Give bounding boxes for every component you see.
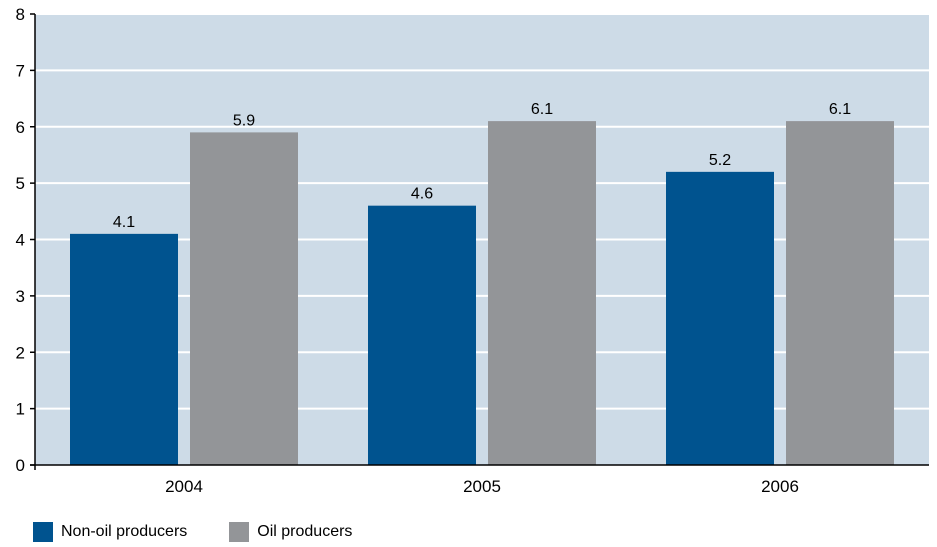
legend-item-oil: Oil producers: [229, 522, 352, 542]
y-tick-label: 5: [16, 174, 25, 193]
legend-item-non-oil: Non-oil producers: [33, 522, 187, 542]
data-label: 5.9: [233, 112, 255, 129]
bar-2005-series-0: [368, 205, 476, 466]
data-label: 5.2: [709, 152, 731, 169]
y-tick-label: 7: [16, 61, 25, 80]
x-tick-label: 2005: [463, 477, 501, 496]
data-labels: 4.1 5.9 4.6 6.1 5.2 6.1: [113, 101, 851, 231]
legend-swatch-oil: [229, 522, 250, 542]
data-label: 6.1: [829, 101, 851, 118]
x-tick-label: 2006: [761, 477, 799, 496]
legend-label-oil: Oil producers: [257, 523, 353, 540]
y-tick-label: 8: [16, 5, 25, 24]
y-tick-label: 4: [16, 231, 25, 250]
legend-swatch-non-oil: [33, 522, 53, 542]
legend: Non-oil producers Oil producers: [33, 522, 394, 542]
bars: [70, 121, 894, 466]
y-tick-label: 2: [16, 343, 25, 362]
x-tick-label: 2004: [165, 477, 203, 496]
y-tick-label: 0: [16, 456, 25, 475]
bar-2004-series-1: [190, 132, 298, 465]
y-tick-label: 3: [16, 287, 25, 306]
y-tick-label: 1: [16, 400, 25, 419]
data-label: 4.1: [113, 214, 135, 231]
bar-2005-series-1: [488, 121, 596, 466]
y-axis-ticks: 0 1 2 3 4 5 6 7 8: [16, 5, 35, 475]
data-label: 4.6: [411, 186, 433, 203]
data-label: 6.1: [531, 101, 553, 118]
bar-2006-series-1: [786, 121, 894, 466]
y-tick-label: 6: [16, 118, 25, 137]
gridlines: [35, 13, 929, 410]
bar-2006-series-0: [666, 171, 774, 465]
bar-2004-series-0: [70, 233, 178, 465]
x-axis-ticks: 2004 2005 2006: [165, 477, 799, 496]
legend-label-non-oil: Non-oil producers: [61, 523, 188, 540]
